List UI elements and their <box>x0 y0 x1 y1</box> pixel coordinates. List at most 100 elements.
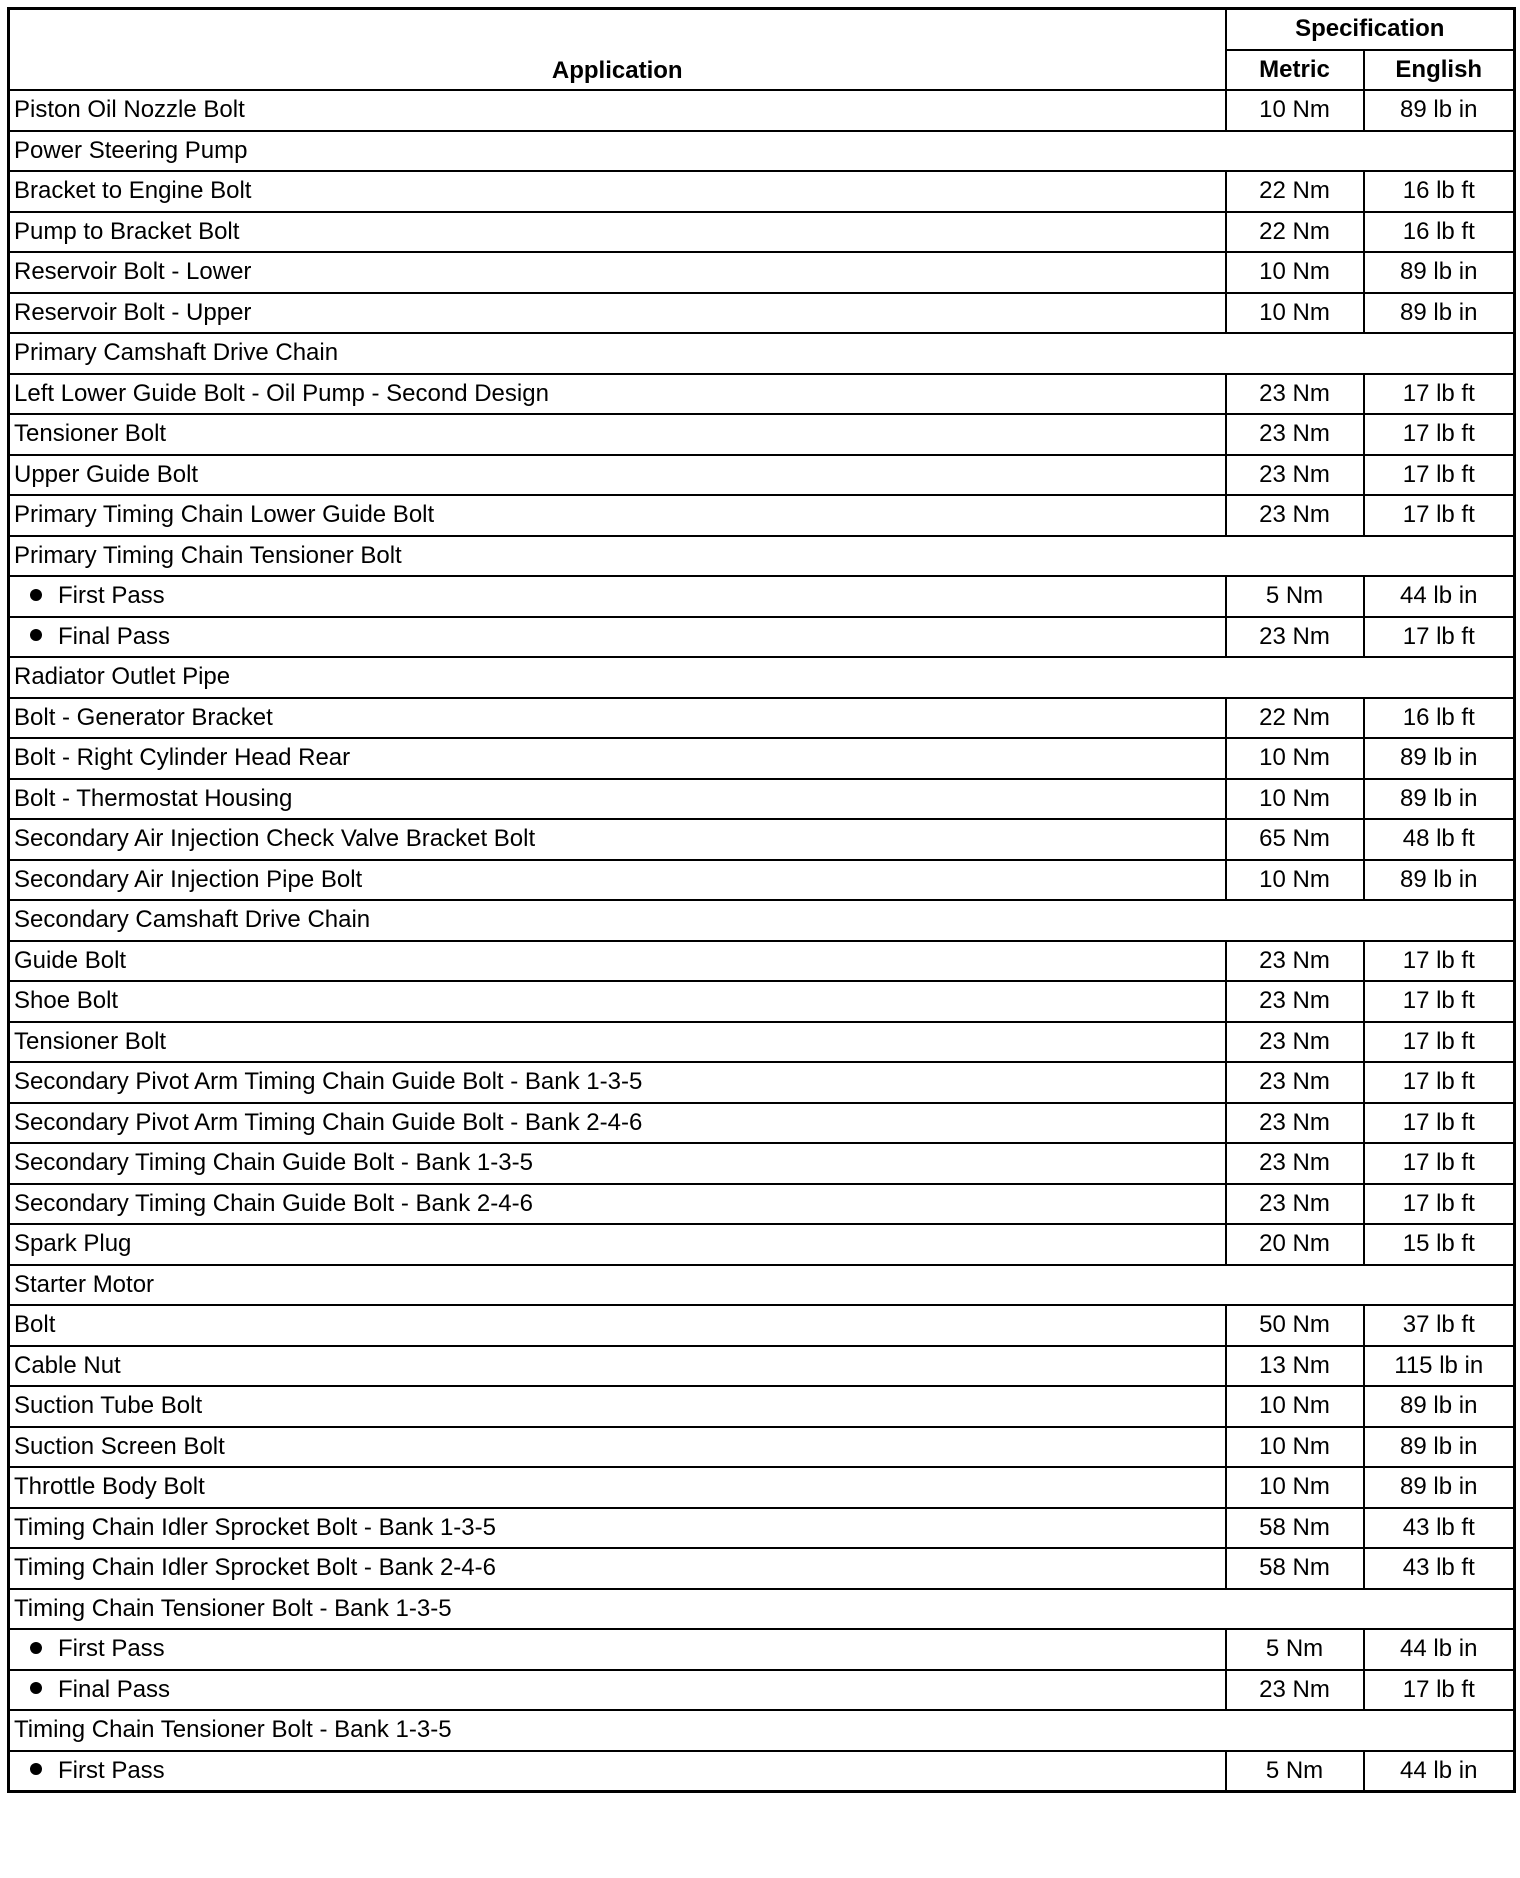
specification-header: Specification <box>1224 7 1516 51</box>
metric-value: 23 Nm <box>1224 1101 1365 1144</box>
table-row: Tensioner Bolt 23 Nm 17 lb ft <box>7 1020 1516 1063</box>
metric-value: 22 Nm <box>1224 210 1365 253</box>
application-label: Timing Chain Tensioner Bolt - Bank 1-3-5 <box>14 1716 452 1744</box>
metric-value: 10 Nm <box>1224 737 1365 780</box>
table-row: Tensioner Bolt 23 Nm 17 lb ft <box>7 413 1516 456</box>
english-value: 89 lb in <box>1362 858 1516 901</box>
metric-value: 10 Nm <box>1224 1425 1365 1468</box>
metric-value: 58 Nm <box>1224 1506 1365 1549</box>
english-value: 89 lb in <box>1362 1425 1516 1468</box>
table-row: Piston Oil Nozzle Bolt 10 Nm 89 lb in <box>7 89 1516 132</box>
table-row: Bolt - Generator Bracket 22 Nm 16 lb ft <box>7 696 1516 739</box>
application-label: Left Lower Guide Bolt - Oil Pump - Secon… <box>14 379 549 407</box>
application-cell: Tensioner Bolt <box>7 413 1227 456</box>
english-value: 43 lb ft <box>1362 1547 1516 1590</box>
table-row: Primary Timing Chain Lower Guide Bolt 23 … <box>7 494 1516 537</box>
application-cell: Left Lower Guide Bolt - Oil Pump - Secon… <box>7 372 1227 415</box>
english-value: 17 lb ft <box>1362 372 1516 415</box>
application-cell: Timing Chain Tensioner Bolt - Bank 1-3-5 <box>7 1709 1516 1752</box>
application-label: Tensioner Bolt <box>14 1027 167 1055</box>
metric-value: 22 Nm <box>1224 696 1365 739</box>
application-label: Final Pass <box>58 622 171 650</box>
table-row: Spark Plug 20 Nm 15 lb ft <box>7 1223 1516 1266</box>
english-value: 89 lb in <box>1362 89 1516 132</box>
english-value: 44 lb in <box>1362 1749 1516 1793</box>
metric-value: 23 Nm <box>1224 1668 1365 1711</box>
application-label: Bolt <box>14 1311 56 1339</box>
english-value: 17 lb ft <box>1362 1668 1516 1711</box>
application-cell: Primary Timing Chain Tensioner Bolt <box>7 534 1516 577</box>
metric-value: 50 Nm <box>1224 1304 1365 1347</box>
application-cell: Bolt - Thermostat Housing <box>7 777 1227 820</box>
english-value: 89 lb in <box>1362 291 1516 334</box>
application-cell: Secondary Pivot Arm Timing Chain Guide B… <box>7 1061 1227 1104</box>
english-value: 89 lb in <box>1362 777 1516 820</box>
application-label: Secondary Timing Chain Guide Bolt - Bank… <box>14 1189 533 1217</box>
application-cell: Throttle Body Bolt <box>7 1466 1227 1509</box>
application-cell: Starter Motor <box>7 1263 1516 1306</box>
application-cell: Upper Guide Bolt <box>7 453 1227 496</box>
english-value: 89 lb in <box>1362 251 1516 294</box>
table-row: Guide Bolt 23 Nm 17 lb ft <box>7 939 1516 982</box>
application-cell: Primary Timing Chain Lower Guide Bolt <box>7 494 1227 537</box>
application-cell: Secondary Air Injection Check Valve Brac… <box>7 818 1227 861</box>
table-row: Secondary Timing Chain Guide Bolt - Bank… <box>7 1142 1516 1185</box>
application-cell: Final Pass <box>7 615 1227 658</box>
metric-value: 20 Nm <box>1224 1223 1365 1266</box>
application-label: Guide Bolt <box>14 946 127 974</box>
english-value: 17 lb ft <box>1362 453 1516 496</box>
application-label: Timing Chain Tensioner Bolt - Bank 1-3-5 <box>14 1594 452 1622</box>
bullet-icon <box>30 1682 42 1695</box>
application-label: Bolt - Generator Bracket <box>14 703 273 731</box>
metric-value: 65 Nm <box>1224 818 1365 861</box>
english-value: 37 lb ft <box>1362 1304 1516 1347</box>
english-value: 16 lb ft <box>1362 210 1516 253</box>
english-value: 44 lb in <box>1362 575 1516 618</box>
application-header: Application <box>7 7 1227 91</box>
application-label: Final Pass <box>58 1675 171 1703</box>
table-row: Suction Screen Bolt 10 Nm 89 lb in <box>7 1425 1516 1468</box>
table-row: First Pass 5 Nm 44 lb in <box>7 1749 1516 1793</box>
application-cell: Radiator Outlet Pipe <box>7 656 1516 699</box>
application-cell: Piston Oil Nozzle Bolt <box>7 89 1227 132</box>
english-value: 17 lb ft <box>1362 413 1516 456</box>
application-cell: First Pass <box>7 1628 1227 1671</box>
table-row: Left Lower Guide Bolt - Oil Pump - Secon… <box>7 372 1516 415</box>
application-cell: Secondary Air Injection Pipe Bolt <box>7 858 1227 901</box>
english-value: 17 lb ft <box>1362 1020 1516 1063</box>
english-value: 17 lb ft <box>1362 1101 1516 1144</box>
application-cell: Pump to Bracket Bolt <box>7 210 1227 253</box>
table-row: Timing Chain Idler Sprocket Bolt - Bank … <box>7 1506 1516 1549</box>
application-cell: Timing Chain Idler Sprocket Bolt - Bank … <box>7 1547 1227 1590</box>
group-header-row: Starter Motor <box>7 1263 1516 1306</box>
application-cell: Secondary Camshaft Drive Chain <box>7 899 1516 942</box>
application-cell: Secondary Timing Chain Guide Bolt - Bank… <box>7 1142 1227 1185</box>
english-value: 115 lb in <box>1362 1344 1516 1387</box>
metric-value: 10 Nm <box>1224 858 1365 901</box>
group-header-row: Timing Chain Tensioner Bolt - Bank 1-3-5 <box>7 1587 1516 1630</box>
application-cell: Secondary Timing Chain Guide Bolt - Bank… <box>7 1182 1227 1225</box>
application-cell: Final Pass <box>7 1668 1227 1711</box>
application-label: First Pass <box>58 582 165 610</box>
english-value: 17 lb ft <box>1362 494 1516 537</box>
metric-value: 58 Nm <box>1224 1547 1365 1590</box>
metric-value: 10 Nm <box>1224 251 1365 294</box>
application-label: Starter Motor <box>14 1270 155 1298</box>
application-label: Throttle Body Bolt <box>14 1473 205 1501</box>
english-value: 89 lb in <box>1362 1466 1516 1509</box>
application-label: First Pass <box>58 1756 165 1784</box>
application-label: Bracket to Engine Bolt <box>14 177 252 205</box>
application-label: First Pass <box>58 1635 165 1663</box>
group-header-row: Primary Timing Chain Tensioner Bolt <box>7 534 1516 577</box>
application-label: Spark Plug <box>14 1230 132 1258</box>
english-value: 44 lb in <box>1362 1628 1516 1671</box>
group-header-row: Primary Camshaft Drive Chain <box>7 332 1516 375</box>
application-cell: Suction Screen Bolt <box>7 1425 1227 1468</box>
table-row: Secondary Pivot Arm Timing Chain Guide B… <box>7 1101 1516 1144</box>
application-label: Upper Guide Bolt <box>14 460 199 488</box>
metric-value: 23 Nm <box>1224 1061 1365 1104</box>
metric-value: 23 Nm <box>1224 1182 1365 1225</box>
application-label: Reservoir Bolt - Upper <box>14 298 252 326</box>
english-value: 17 lb ft <box>1362 615 1516 658</box>
metric-value: 5 Nm <box>1224 1628 1365 1671</box>
